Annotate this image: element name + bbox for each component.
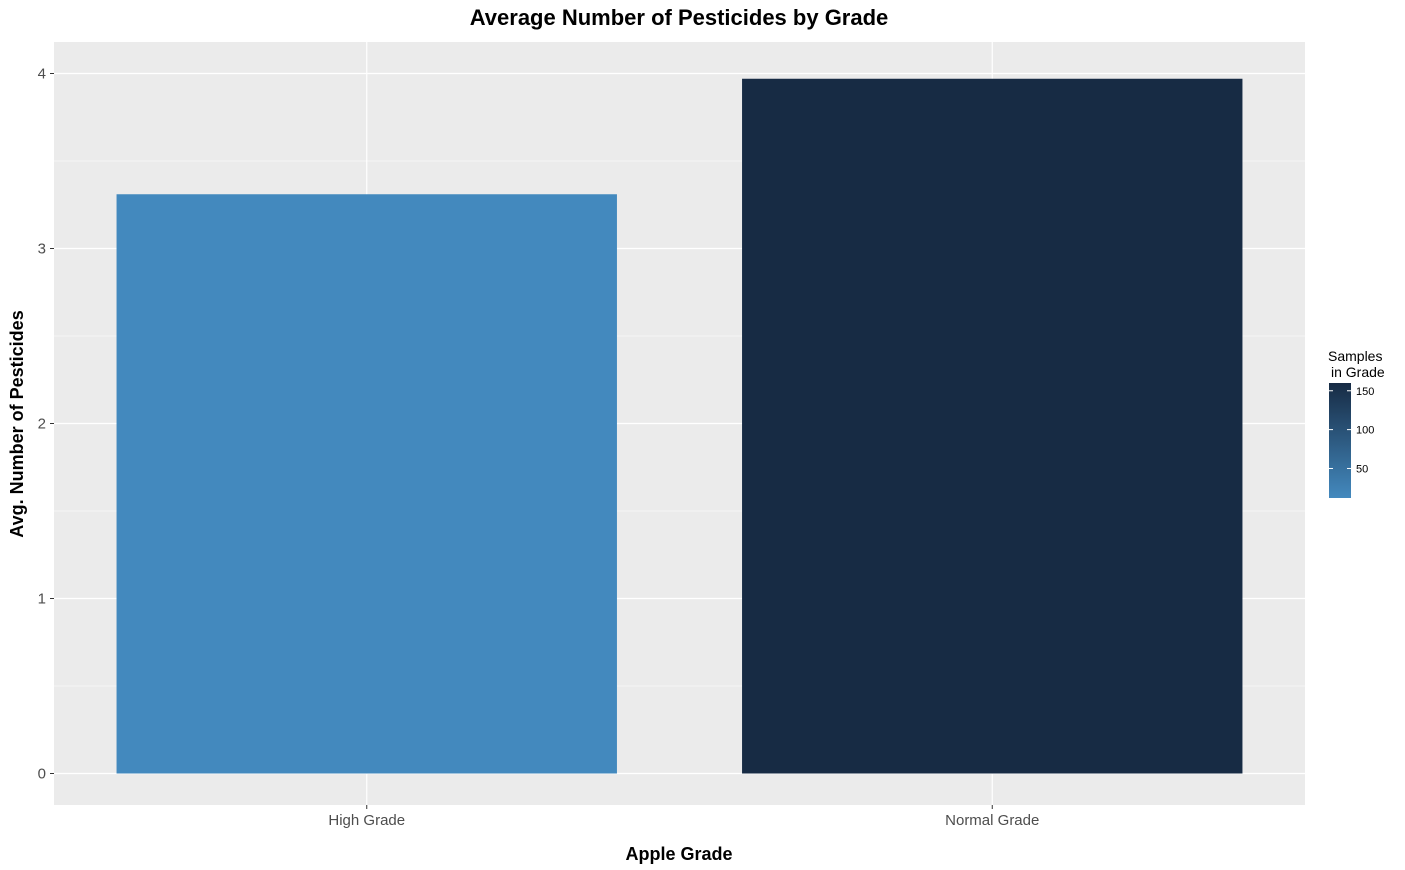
chart-title: Average Number of Pesticides by Grade xyxy=(470,5,889,30)
bar-normal-grade xyxy=(742,78,1243,774)
bars xyxy=(116,78,1243,774)
legend-break-label: 150 xyxy=(1356,386,1374,398)
x-tick-label: Normal Grade xyxy=(945,812,1039,829)
y-tick-label: 0 xyxy=(38,766,46,783)
y-tick-label: 1 xyxy=(38,591,46,608)
y-tick-label: 3 xyxy=(38,241,46,258)
legend-title: in Grade xyxy=(1331,364,1385,380)
legend-colorbar xyxy=(1329,383,1351,498)
legend-title: Samples xyxy=(1328,348,1382,364)
y-tick-label: 4 xyxy=(38,66,46,83)
legend: Samples in Grade 50 100 150 xyxy=(1328,348,1385,498)
bar-high-grade xyxy=(116,194,617,774)
legend-break-label: 50 xyxy=(1356,463,1368,475)
y-axis-title: Avg. Number of Pesticides xyxy=(7,310,27,537)
legend-break-label: 100 xyxy=(1356,425,1374,437)
x-axis: High Grade Normal Grade xyxy=(328,805,1039,829)
y-axis: 0 1 2 3 4 xyxy=(38,66,54,783)
y-tick-label: 2 xyxy=(38,416,46,433)
legend-ticks xyxy=(1329,390,1351,469)
x-axis-title: Apple Grade xyxy=(625,844,732,864)
x-tick-label: High Grade xyxy=(328,812,405,829)
